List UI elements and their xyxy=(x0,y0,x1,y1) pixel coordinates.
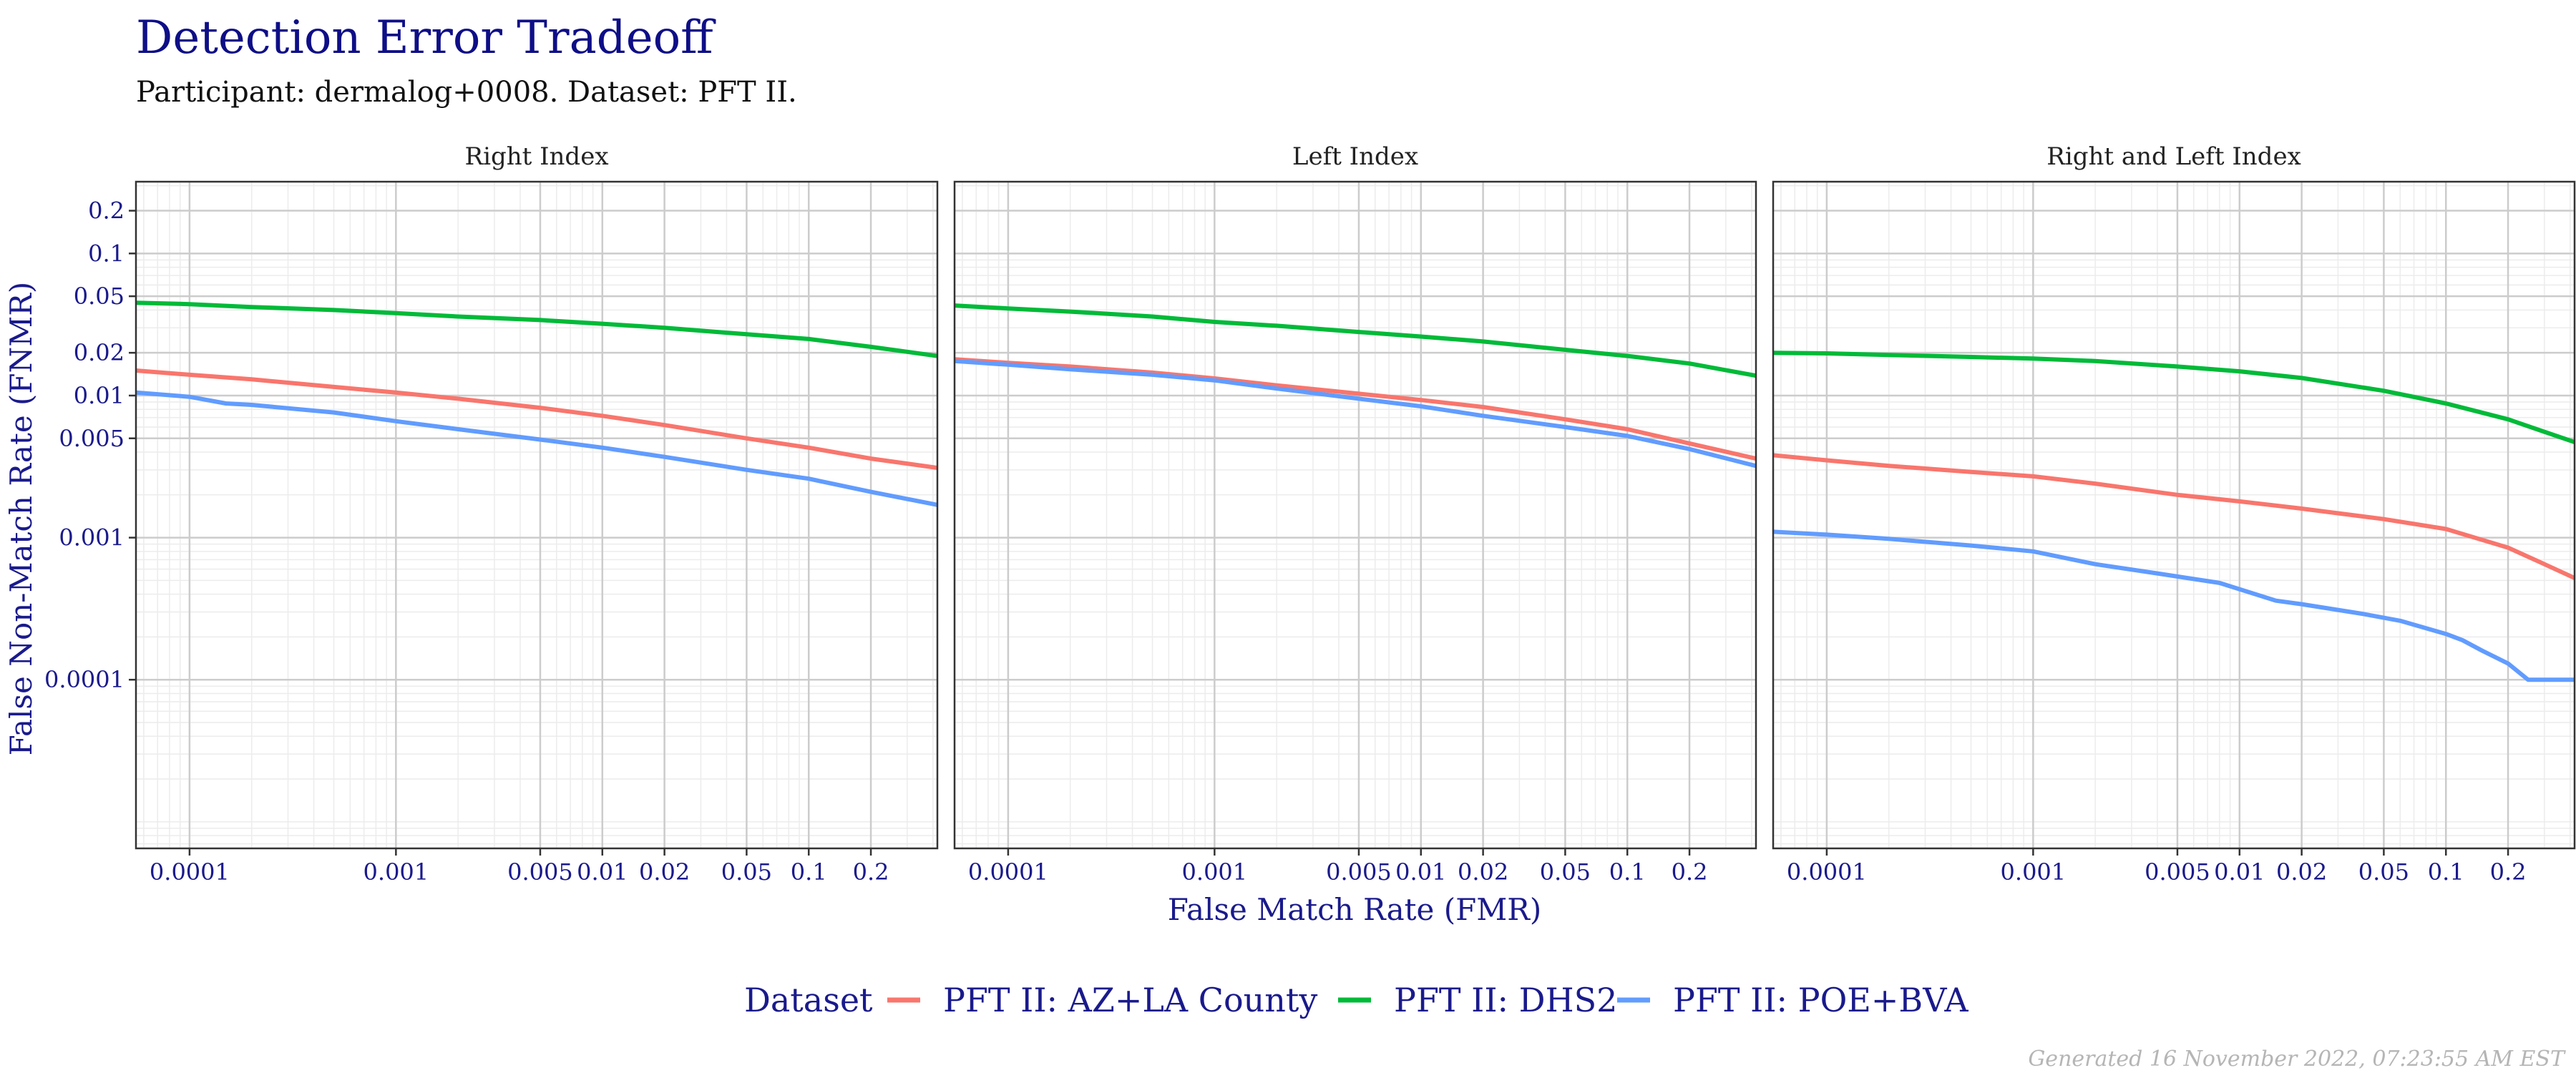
y-axis: 0.0001 0.001 0.005 0.01 0.02 0.05 0.1 0.2 xyxy=(44,197,136,693)
x-tick-label: 0.01 xyxy=(2214,858,2265,886)
chart-subtitle: Participant: dermalog+0008. Dataset: PFT… xyxy=(136,76,797,109)
x-tick-label: 0.0001 xyxy=(1787,858,1867,886)
series-group xyxy=(955,303,1756,469)
facet-strip-label: Left Index xyxy=(1292,142,1418,171)
y-tick-label: 0.0001 xyxy=(44,666,125,693)
x-tick-label: 0.005 xyxy=(2145,858,2210,886)
y-axis-label: False Non-Match Rate (FNMR) xyxy=(4,282,39,756)
series-line-pft-ii-poe-bva xyxy=(1773,529,2575,682)
series-line-pft-ii-poe-bva xyxy=(955,358,1756,469)
y-tick-label: 0.05 xyxy=(74,283,125,310)
x-tick-label: 0.05 xyxy=(2358,858,2409,886)
y-tick-label: 0.01 xyxy=(74,382,125,409)
facet-panel: Right Index 0.0001 0.001 0.005 0.01 0.02 0.05 0… xyxy=(135,142,939,886)
x-tick-label: 0.0001 xyxy=(150,858,230,886)
x-tick-label: 0.005 xyxy=(507,858,573,886)
x-tick-label: 0.2 xyxy=(853,858,889,886)
series-line-pft-ii-poe-bva xyxy=(136,390,937,507)
panel-border xyxy=(1772,180,2576,850)
facet-panel: Right and Left Index 0.0001 0.001 0.005 0.01… xyxy=(1772,142,2576,886)
y-tick-label: 0.005 xyxy=(59,425,125,452)
x-tick-label: 0.2 xyxy=(1672,858,1708,886)
chart-title: Detection Error Tradeoff xyxy=(136,11,716,64)
y-tick-label: 0.2 xyxy=(88,197,125,225)
series-line-pft-ii-az-la-county xyxy=(955,357,1756,461)
legend-entry: PFT II: POE+BVA xyxy=(1617,981,1968,1019)
y-tick-label: 0.02 xyxy=(74,339,125,366)
x-axis-label: False Match Rate (FMR) xyxy=(1168,892,1542,927)
y-tick-label: 0.1 xyxy=(88,240,125,267)
x-tick-label: 0.05 xyxy=(721,858,772,886)
legend-label-az-la: PFT II: AZ+LA County xyxy=(943,981,1317,1019)
series-line-pft-ii-dhs2 xyxy=(136,300,937,358)
x-tick-label: 0.1 xyxy=(2428,858,2464,886)
x-tick-label: 0.0001 xyxy=(968,858,1048,886)
legend-entry: PFT II: DHS2 xyxy=(1338,981,1617,1019)
legend-title: Dataset xyxy=(744,981,873,1019)
series-line-pft-ii-dhs2 xyxy=(955,303,1756,378)
x-tick-label: 0.001 xyxy=(1182,858,1248,886)
generated-timestamp: Generated 16 November 2022, 07:23:55 AM … xyxy=(2028,1047,2566,1072)
series-line-pft-ii-az-la-county xyxy=(136,368,937,470)
legend-label-dhs2: PFT II: DHS2 xyxy=(1394,981,1617,1019)
x-tick-label: 0.02 xyxy=(2276,858,2327,886)
x-tick-label: 0.001 xyxy=(364,858,429,886)
facet-strip-label: Right Index xyxy=(465,142,609,171)
panel-border xyxy=(135,180,939,850)
x-tick-label: 0.1 xyxy=(1609,858,1646,886)
x-tick-label: 0.001 xyxy=(2001,858,2067,886)
x-tick-label: 0.2 xyxy=(2490,858,2527,886)
facet-panel: Left Index 0.0001 0.001 0.005 0.01 0.02 0.05 0.… xyxy=(953,142,1757,886)
x-tick-label: 0.1 xyxy=(791,858,827,886)
x-tick-label: 0.005 xyxy=(1326,858,1392,886)
series-group xyxy=(136,300,937,507)
legend: Dataset PFT II: AZ+LA County PFT II: DHS… xyxy=(744,981,1968,1019)
x-tick-label: 0.01 xyxy=(1395,858,1446,886)
y-tick-label: 0.001 xyxy=(59,524,125,552)
facet-strip-label: Right and Left Index xyxy=(2046,142,2301,171)
x-tick-label: 0.05 xyxy=(1540,858,1591,886)
series-line-pft-ii-az-la-county xyxy=(1773,453,2575,580)
legend-entry: PFT II: AZ+LA County xyxy=(887,981,1317,1019)
legend-label-poe-bva: PFT II: POE+BVA xyxy=(1673,981,1968,1019)
series-group xyxy=(1773,351,2575,682)
panel-border xyxy=(953,180,1757,850)
x-tick-label: 0.02 xyxy=(1458,858,1508,886)
x-tick-label: 0.02 xyxy=(639,858,690,886)
series-line-pft-ii-dhs2 xyxy=(1773,351,2575,445)
x-tick-label: 0.01 xyxy=(577,858,628,886)
